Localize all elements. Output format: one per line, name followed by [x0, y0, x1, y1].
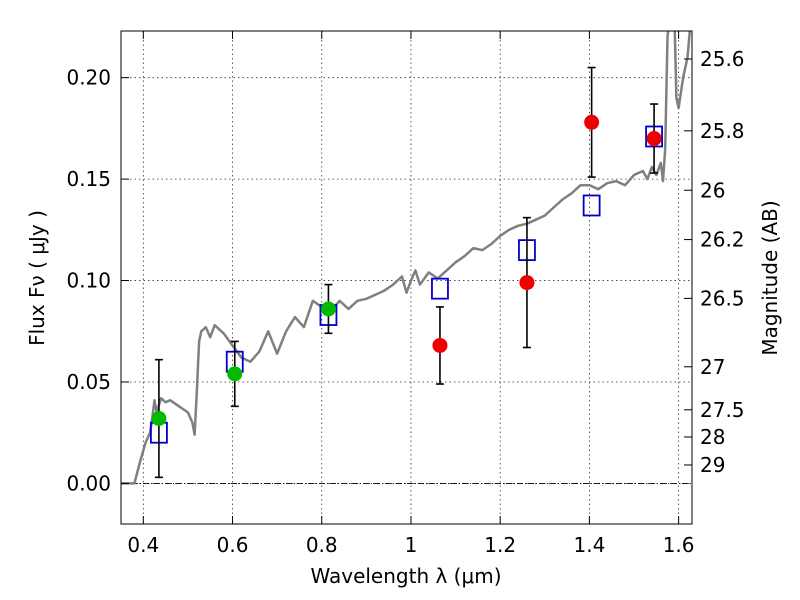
x-tick-label: 1.2: [484, 533, 516, 557]
x-tick-label: 0.8: [306, 533, 338, 557]
right-tick-label: 28: [700, 425, 725, 449]
model-flux-square: [582, 194, 601, 217]
axis-ticks: 0.4 0.6 0.8 1 1.2 1.4 1.6 0.00 0.05 0.10 0.15 0.20 2…: [66, 31, 745, 557]
x-tick-label: 0.4: [127, 533, 159, 557]
plot-frame: [120, 30, 693, 525]
right-tick-label: 27: [700, 355, 725, 379]
model-spectrum-line: [121, 31, 692, 485]
nir-data-point: [432, 337, 448, 353]
right-tick-label: 26.2: [700, 228, 745, 252]
nir-data-point: [519, 275, 535, 291]
plot-background: [121, 31, 692, 524]
right-axis-label: Magnitude (AB): [758, 200, 782, 355]
y-tick-label: 0.10: [66, 269, 111, 293]
y-axis-label: Flux Fν ( μJy ): [25, 210, 49, 346]
y-tick-label: 0.20: [66, 66, 111, 90]
x-tick-label: 1.6: [663, 533, 695, 557]
right-tick-label: 25.6: [700, 47, 745, 71]
x-tick-label: 0.6: [217, 533, 249, 557]
right-tick-label: 27.5: [700, 398, 745, 422]
y-tick-label: 0.05: [66, 370, 111, 394]
y-tick-label: 0.00: [66, 471, 111, 495]
x-axis-label: Wavelength λ (μm): [310, 564, 501, 588]
model-flux-square: [431, 277, 449, 300]
nir-data-point: [584, 114, 600, 130]
x-tick-label: 1: [405, 533, 418, 557]
right-tick-label: 26.5: [700, 286, 745, 310]
grid: [121, 31, 692, 524]
optical-data-point: [151, 411, 167, 427]
y-tick-label: 0.15: [66, 167, 111, 191]
nir-data-point: [646, 131, 662, 147]
optical-data-point: [320, 301, 336, 317]
right-tick-label: 26: [700, 178, 725, 202]
right-tick-label: 29: [700, 453, 725, 477]
x-tick-label: 1.4: [573, 533, 605, 557]
right-tick-label: 25.8: [700, 119, 745, 143]
series-group: [121, 31, 692, 485]
optical-data-point: [227, 366, 243, 382]
